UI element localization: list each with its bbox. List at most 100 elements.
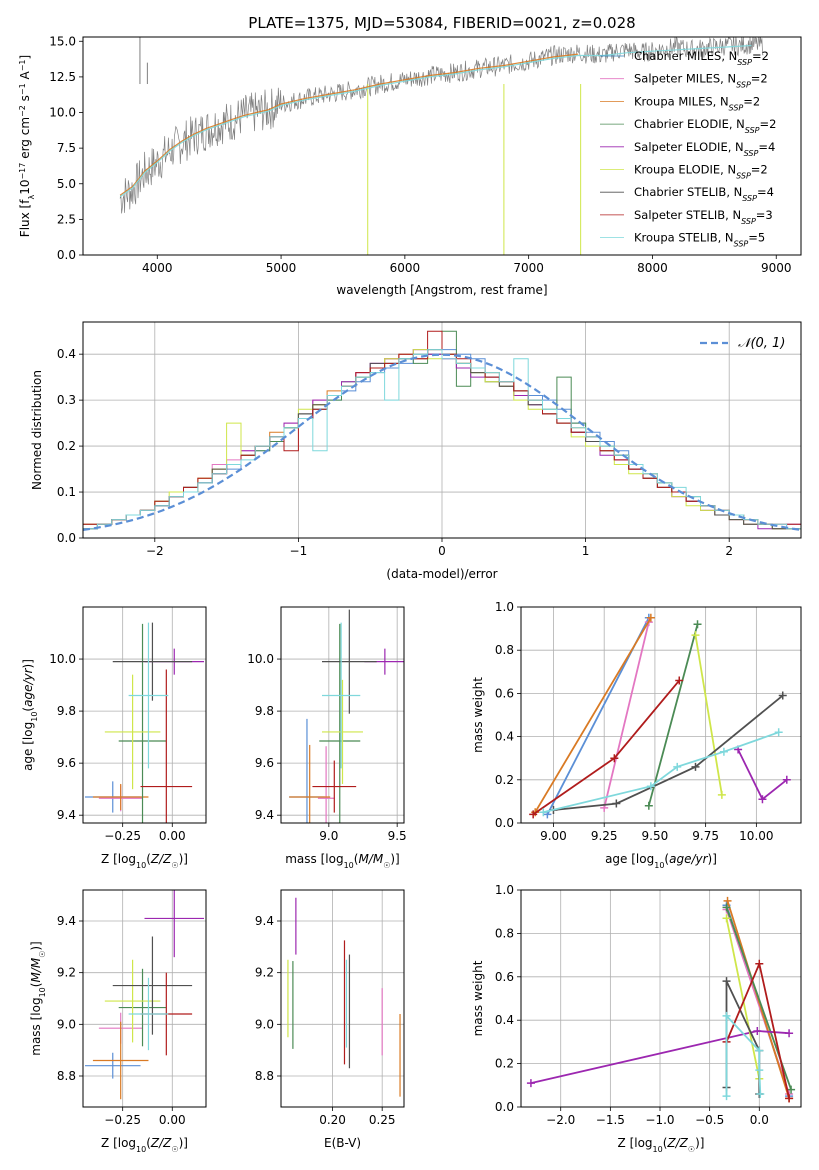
- x-tick-label: 9000: [761, 261, 792, 275]
- mass-weight-marker: [612, 799, 621, 808]
- x-tick-label: −1.5: [596, 1113, 625, 1127]
- mass-weight-marker: [722, 903, 731, 912]
- plot-area: [119, 37, 764, 255]
- normal-distribution-curve: [83, 353, 801, 531]
- y-tick-label: 9.6: [255, 756, 274, 770]
- axes-frame: [280, 606, 405, 824]
- x-tick-label: 5000: [266, 261, 297, 275]
- x-tick-label: 6000: [390, 261, 421, 275]
- x-axis-label: wavelength [Angstrom, rest frame]: [336, 283, 547, 297]
- residual-histogram-panel: −2 −1 0 1 2 0.0 0.1 0.2 0.3 0.4 𝒩(0, 1) (data-model…: [30, 321, 802, 581]
- y-tick-label: 15.0: [49, 34, 76, 48]
- y-tick-label: 9.2: [255, 966, 274, 980]
- mass-weight-line: [553, 694, 784, 811]
- mass-weight-line: [543, 731, 780, 814]
- y-tick-label: 7.5: [57, 141, 76, 155]
- y-tick-label: 9.0: [57, 1017, 76, 1031]
- y-tick-label: 1.0: [495, 600, 514, 614]
- x-tick-label: −2.0: [546, 1113, 575, 1127]
- y-tick-label: 0.6: [495, 686, 514, 700]
- axes-frame: [82, 321, 802, 539]
- y-axis-label: mass weight: [471, 677, 485, 753]
- mass-weight-marker: [756, 1089, 765, 1098]
- x-tick-label: 7000: [513, 261, 544, 275]
- mass-weight-marker: [774, 728, 783, 737]
- legend-entry: Salpeter MILES, NSSP=2: [634, 72, 768, 90]
- mass-weight-marker: [610, 754, 619, 763]
- legend-entry: Salpeter STELIB, NSSP=3: [634, 208, 773, 226]
- x-axis-label: mass [log10(M/M☉)]: [285, 852, 400, 870]
- y-tick-label: 0.0: [495, 1100, 514, 1114]
- x-tick-label: 0: [438, 544, 446, 558]
- mass-weight-marker: [691, 631, 700, 640]
- y-tick-label: 0.0: [495, 816, 514, 830]
- plot-area: [289, 609, 404, 823]
- y-tick-label: 0.4: [495, 730, 514, 744]
- spectrum-legend: Chabrier MILES, NSSP=2 Salpeter MILES, NS…: [600, 49, 776, 248]
- axes-frame: [520, 889, 802, 1108]
- x-tick-label: −0.25: [104, 829, 141, 843]
- axes-frame: [82, 36, 802, 256]
- mass-weight-line: [737, 749, 788, 801]
- mass-weight-marker: [722, 1011, 731, 1020]
- x-axis-label: E(B-V): [324, 1136, 361, 1150]
- mass-weight-marker: [719, 747, 728, 756]
- plot-area: [83, 330, 801, 531]
- y-tick-label: 5.0: [57, 177, 76, 191]
- y-tick-label: 0.4: [57, 347, 76, 361]
- mass-weight-marker: [782, 775, 791, 784]
- x-axis-label: (data-model)/error: [386, 567, 497, 581]
- mass-weight-marker: [693, 620, 702, 629]
- x-tick-label: 10.00: [739, 829, 773, 843]
- y-tick-label: 10.0: [247, 652, 274, 666]
- legend-entry: Chabrier STELIB, NSSP=4: [634, 185, 774, 203]
- mass-weight-marker: [646, 613, 655, 622]
- y-axis-label: Flux [fλ10−17 erg cm−2 s−1 A−1]: [18, 55, 36, 237]
- mass-weight-line: [603, 621, 650, 809]
- mass-weight-line: [534, 617, 652, 813]
- x-tick-label: 9.0: [319, 829, 338, 843]
- legend-entry: Chabrier ELODIE, NSSP=2: [634, 117, 776, 135]
- mass-weight-line: [694, 634, 723, 796]
- mass-weight-vs-metallicity-panel: −2.0 −1.5 −1.0 −0.5 0.0 0.0 0.2 0.4 0.6 0.8 1.0 Z […: [471, 883, 802, 1154]
- x-tick-label: 4000: [142, 261, 173, 275]
- plot-area: [84, 622, 205, 823]
- legend-entry: Kroupa STELIB, NSSP=5: [634, 231, 765, 249]
- y-tick-label: 9.8: [57, 704, 76, 718]
- y-tick-label: 0.8: [495, 643, 514, 657]
- y-tick-label: 8.8: [255, 1069, 274, 1083]
- y-tick-label: 0.4: [495, 1013, 514, 1027]
- y-tick-label: 2.5: [57, 212, 76, 226]
- x-axis-label: age [log10(age/yr)]: [605, 852, 717, 870]
- age-vs-metallicity-panel: −0.25 0.00 9.4 9.6 9.8 10.0 Z [log10(Z/Z☉)] age…: [21, 606, 207, 870]
- x-tick-label: 9.00: [540, 829, 567, 843]
- y-tick-label: 9.8: [255, 704, 274, 718]
- y-tick-label: 0.2: [57, 439, 76, 453]
- mass-weight-marker: [539, 808, 548, 817]
- x-tick-label: −2: [146, 544, 164, 558]
- mass-vs-metallicity-panel: −0.25 0.00 8.8 9.0 9.2 9.4 Z [log10(Z/Z☉)] mass…: [29, 889, 207, 1154]
- legend-entry: Kroupa ELODIE, NSSP=2: [634, 163, 768, 181]
- y-axis-label: age [log10(age/yr)]: [21, 659, 39, 771]
- axes-frame: [520, 606, 802, 824]
- plot-area: [287, 897, 401, 1097]
- y-tick-label: 9.4: [57, 808, 76, 822]
- x-tick-label: 8000: [637, 261, 668, 275]
- y-tick-label: 0.6: [495, 970, 514, 984]
- legend-entry: Salpeter ELODIE, NSSP=4: [634, 140, 775, 158]
- x-tick-label: 0.0: [750, 1113, 769, 1127]
- mass-weight-line: [647, 624, 699, 806]
- model-spectrum-line: [119, 53, 579, 196]
- x-tick-label: 9.5: [388, 829, 407, 843]
- mass-weight-marker: [755, 959, 764, 968]
- mass-weight-marker: [646, 782, 655, 791]
- x-tick-label: −0.25: [104, 1113, 141, 1127]
- y-axis-label: Normed distribution: [30, 370, 44, 490]
- x-tick-label: −0.5: [695, 1113, 724, 1127]
- data-spectrum-line: [119, 37, 764, 214]
- mass-weight-marker: [675, 676, 684, 685]
- x-tick-label: −1.0: [645, 1113, 674, 1127]
- axes-frame: [82, 889, 207, 1108]
- mass-weight-marker: [722, 914, 731, 923]
- legend-entry: Kroupa MILES, NSSP=2: [634, 94, 760, 112]
